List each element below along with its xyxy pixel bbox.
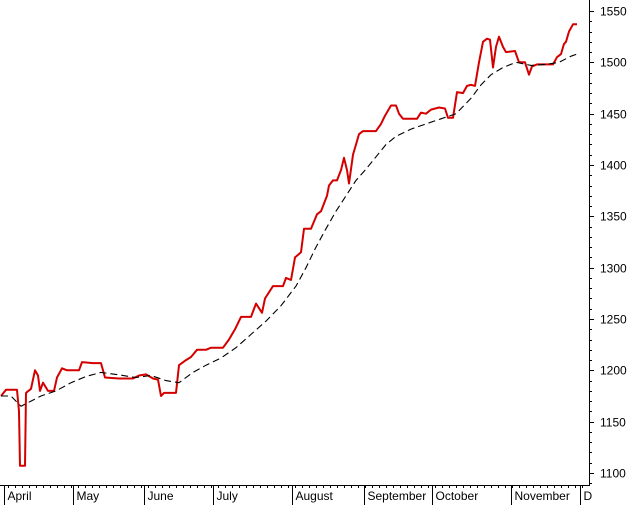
y-tick-label: 1500 <box>600 56 627 70</box>
y-tick-label: 1300 <box>600 262 627 276</box>
price-line <box>0 23 577 467</box>
y-tick-label: 1450 <box>600 108 627 122</box>
x-tick-label: May <box>77 489 100 503</box>
y-axis: 1100 1150 1200 1250 1300 1350 1400 1450 1500 1550 <box>589 5 627 484</box>
y-tick-label: 1400 <box>600 159 627 173</box>
y-tick-label: 1250 <box>600 313 627 327</box>
y-tick-label: 1150 <box>600 416 626 430</box>
series-layer <box>0 23 578 467</box>
x-tick-label: June <box>148 489 174 503</box>
x-tick-label: November <box>515 489 570 503</box>
moving-average-line <box>1 53 578 407</box>
x-tick-label: October <box>436 489 479 503</box>
x-tick-label: July <box>217 489 238 503</box>
x-tick-label: August <box>296 489 334 503</box>
y-tick-label: 1550 <box>600 5 627 19</box>
y-tick-label: 1350 <box>600 210 627 224</box>
x-tick-label: D <box>584 489 593 503</box>
x-tick-label: April <box>8 489 32 503</box>
x-axis: April May June July August September October No… <box>4 485 593 505</box>
y-tick-label: 1100 <box>600 467 626 481</box>
y-tick-label: 1200 <box>600 364 627 378</box>
x-tick-label: September <box>368 489 427 503</box>
